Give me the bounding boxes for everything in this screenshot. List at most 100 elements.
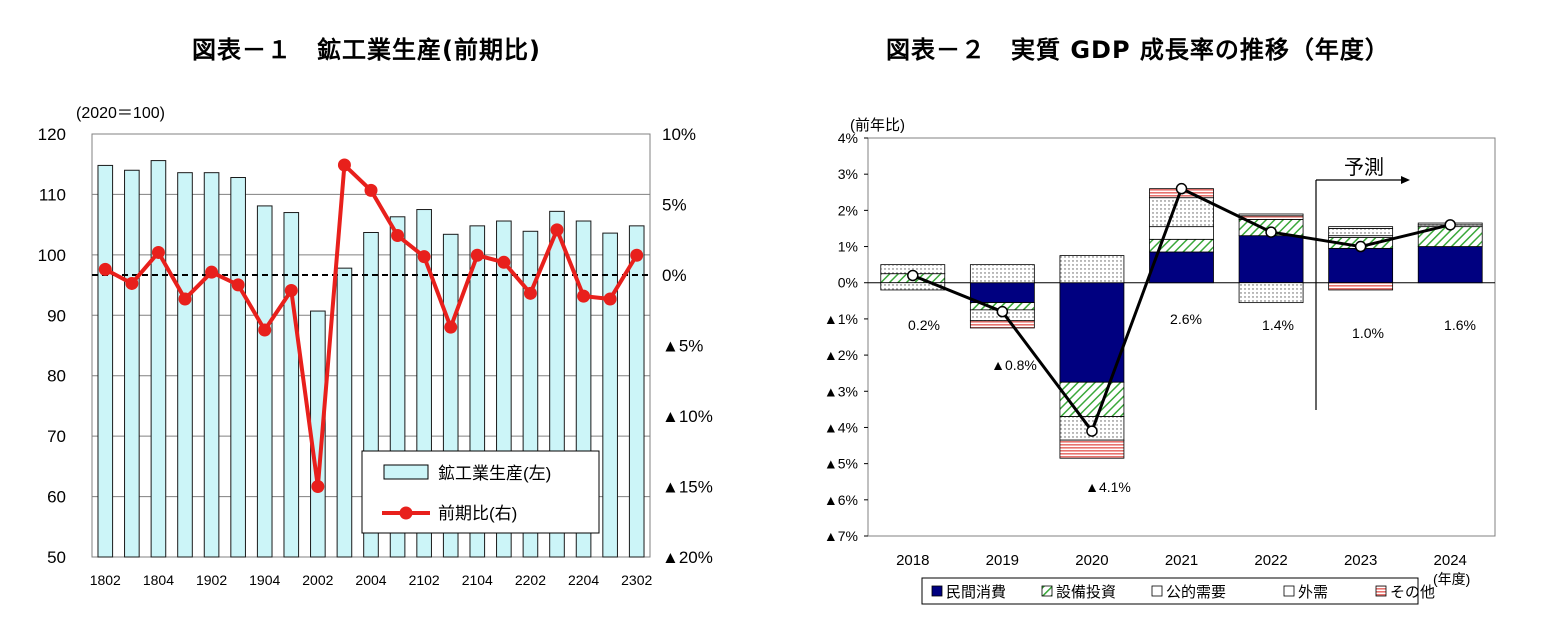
x-axis-unit: (年度) [1433,571,1470,587]
line-point [178,292,192,306]
x-tick-label: 2020 [1075,552,1108,569]
line-point [151,245,165,259]
bar-consumption [1238,235,1304,284]
right-tick-label: 5% [662,196,687,215]
bar-external-positive [1328,226,1394,229]
right-tick-label: ▲20% [662,548,713,567]
right-tick-label: ▲10% [662,407,713,426]
y-tick-label: ▲2% [824,347,858,363]
y-tick-label: ▲7% [824,528,858,544]
data-label: ▲0.8% [991,357,1037,373]
bar-external [880,282,946,291]
bar [336,267,353,558]
chart2-title: 図表－２ 実質 GDP 成長率の推移（年度） [886,36,1390,64]
growth-point [1265,226,1277,238]
bar-external-positive [969,264,1035,284]
right-tick-label: 10% [662,125,696,144]
data-label: 1.4% [1262,317,1294,333]
x-tick-label: 1904 [249,572,280,588]
right-tick-label: ▲15% [662,478,713,497]
left-tick-label: 90 [47,306,66,325]
left-tick-label: 70 [47,427,66,446]
line-point [284,284,298,298]
left-tick-label: 100 [38,246,66,265]
x-tick-label: 2023 [1344,552,1377,569]
bar [230,177,246,558]
x-tick-label: 2024 [1434,552,1467,569]
line-point [337,158,351,172]
bar-other [1059,439,1125,459]
legend-swatch [1151,585,1163,597]
forecast-arrow-head [1401,176,1410,184]
left-tick-label: 60 [47,488,66,507]
line-point [258,323,272,337]
growth-point [996,305,1009,318]
legend-label: 公的需要 [1166,584,1226,601]
left-tick-label: 120 [38,125,66,144]
line-point [391,229,405,243]
bar-public [1149,226,1214,240]
bar-other [1328,282,1394,291]
growth-point [1175,182,1188,195]
x-tick-label: 2204 [568,572,599,588]
line-point [205,265,219,279]
data-label: 1.6% [1444,317,1476,333]
y-tick-label: ▲5% [824,456,858,472]
bar [628,225,645,558]
chart1-svg: 120 110 100 90 80 70 60 50 10% 5% 0% ▲5% ▲10% ▲15% ▲20… [38,105,713,588]
bar-external [1149,197,1214,228]
line-point [523,286,537,300]
data-label: 0.2% [908,317,940,333]
data-label: ▲4.1% [1085,479,1131,495]
y-tick-label: ▲6% [824,492,858,508]
growth-point [907,269,919,282]
line-point [603,292,617,306]
growth-point [1444,219,1456,231]
legend-label: 民間消費 [946,584,1006,601]
right-tick-label: 0% [662,266,687,285]
forecast-label: 予測 [1344,156,1384,179]
bar-external [1238,282,1304,304]
legend-line-label: 前期比(右) [438,504,517,523]
bar-external [1328,228,1394,237]
plot-border [867,137,1496,537]
chart1-title: 図表－１ 鉱工業生産(前期比) [192,36,541,64]
y-tick-label: 1% [838,239,858,255]
bar [602,232,618,558]
x-tick-label: 1804 [143,572,174,588]
line-point [311,480,325,493]
y-tick-label: 3% [838,166,858,182]
bar-consumption [1149,251,1214,284]
legend-label: 設備投資 [1056,584,1116,601]
legend-line-marker [399,506,413,520]
line-point [364,183,378,197]
line-point [577,289,591,303]
line-point [550,223,564,237]
y-tick-label: 4% [838,130,858,146]
legend-label: 外需 [1298,584,1328,601]
y-tick-label: 0% [838,275,858,291]
x-tick-label: 2102 [409,572,440,588]
legend-bar-label: 鉱工業生産(左) [438,464,551,483]
bar-consumption [969,282,1035,304]
line-point [125,276,139,290]
bar [97,164,114,558]
bar [177,172,193,558]
line-point [417,250,431,264]
x-tick-label: 2018 [896,552,929,569]
bar-consumption [1417,246,1483,284]
x-tick-label: 2021 [1165,552,1198,569]
bar-investment [1059,381,1125,417]
line-point [470,248,484,262]
line-point [98,262,112,276]
line-point [497,255,511,269]
growth-point [1086,425,1098,437]
legend-box [921,577,1419,605]
y-tick-label: ▲1% [824,311,858,327]
y-tick-label: ▲3% [824,383,858,399]
growth-point [1354,240,1367,253]
bar-consumption [1328,247,1394,284]
left-axis-unit: (2020＝100) [76,105,165,122]
right-tick-label: ▲5% [662,337,703,356]
